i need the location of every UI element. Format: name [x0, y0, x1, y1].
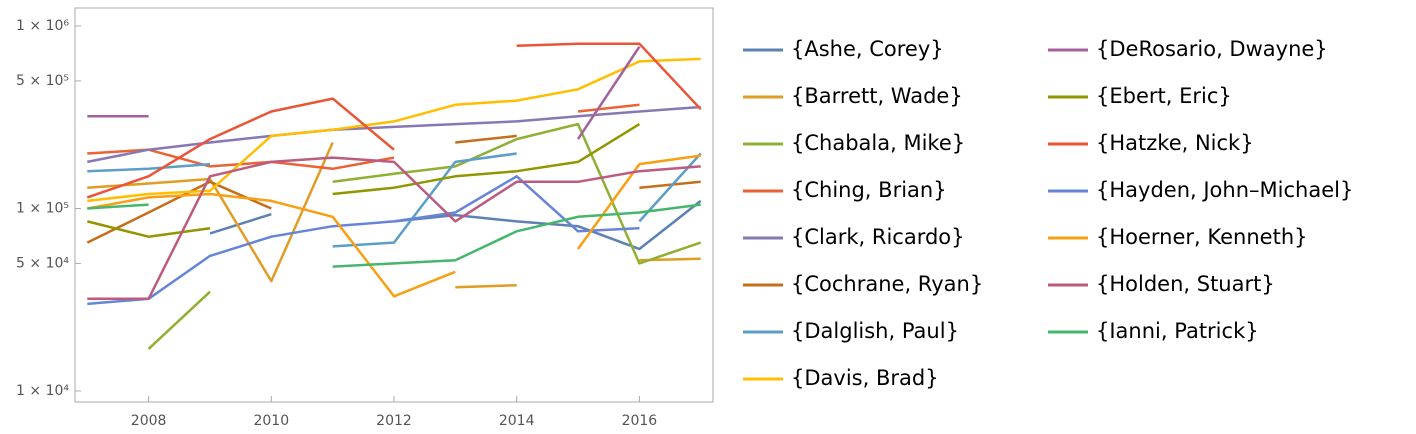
y-tick-label: 5 × 10⁵	[16, 73, 69, 89]
series-line	[147, 122, 702, 350]
legend-label: {Chabala, Mike}	[791, 131, 965, 155]
legend-label: {Ching, Brian}	[791, 178, 947, 202]
legend-label: {Davis, Brad}	[791, 366, 939, 390]
legend-label: {Ebert, Eric}	[1096, 84, 1232, 108]
legend-label: {DeRosario, Dwayne}	[1096, 37, 1328, 61]
series-line	[87, 154, 701, 298]
x-tick-label: 2008	[131, 413, 167, 429]
legend-label: {Barrett, Wade}	[791, 84, 963, 108]
series-line	[87, 105, 701, 164]
legend-label: {Dalglish, Paul}	[791, 319, 959, 343]
series-line	[87, 57, 701, 203]
series-line	[87, 156, 701, 301]
plot-frame	[74, 7, 714, 403]
x-tick-label: 2014	[499, 413, 535, 429]
y-tick-label: 1 × 10⁵	[16, 200, 69, 216]
legend-label: {Hoerner, Kenneth}	[1096, 225, 1308, 249]
legend-label: {Holden, Stuart}	[1096, 272, 1275, 296]
legend-label: {Hatzke, Nick}	[1096, 131, 1254, 155]
series-line	[86, 42, 702, 199]
legend-label: {Ianni, Patrick}	[1096, 319, 1259, 343]
series-line	[87, 46, 641, 140]
y-tick-label: 1 × 10⁶	[16, 18, 69, 34]
y-tick-label: 5 × 10⁴	[16, 255, 69, 271]
legend-label: {Hayden, John–Michael}	[1096, 178, 1353, 202]
legend-label: {Cochrane, Ryan}	[791, 272, 983, 296]
series-line	[87, 175, 640, 306]
legend-label: {Clark, Ricardo}	[791, 225, 965, 249]
series-line	[87, 203, 701, 268]
y-tick-label: 1 × 10⁴	[16, 383, 69, 399]
x-tick-label: 2016	[622, 413, 658, 429]
legend-label: {Ashe, Corey}	[791, 37, 944, 61]
x-tick-label: 2012	[376, 413, 412, 429]
x-tick-label: 2010	[253, 413, 289, 429]
series-line	[86, 123, 641, 238]
series-line	[209, 199, 702, 251]
series-line	[86, 134, 701, 244]
